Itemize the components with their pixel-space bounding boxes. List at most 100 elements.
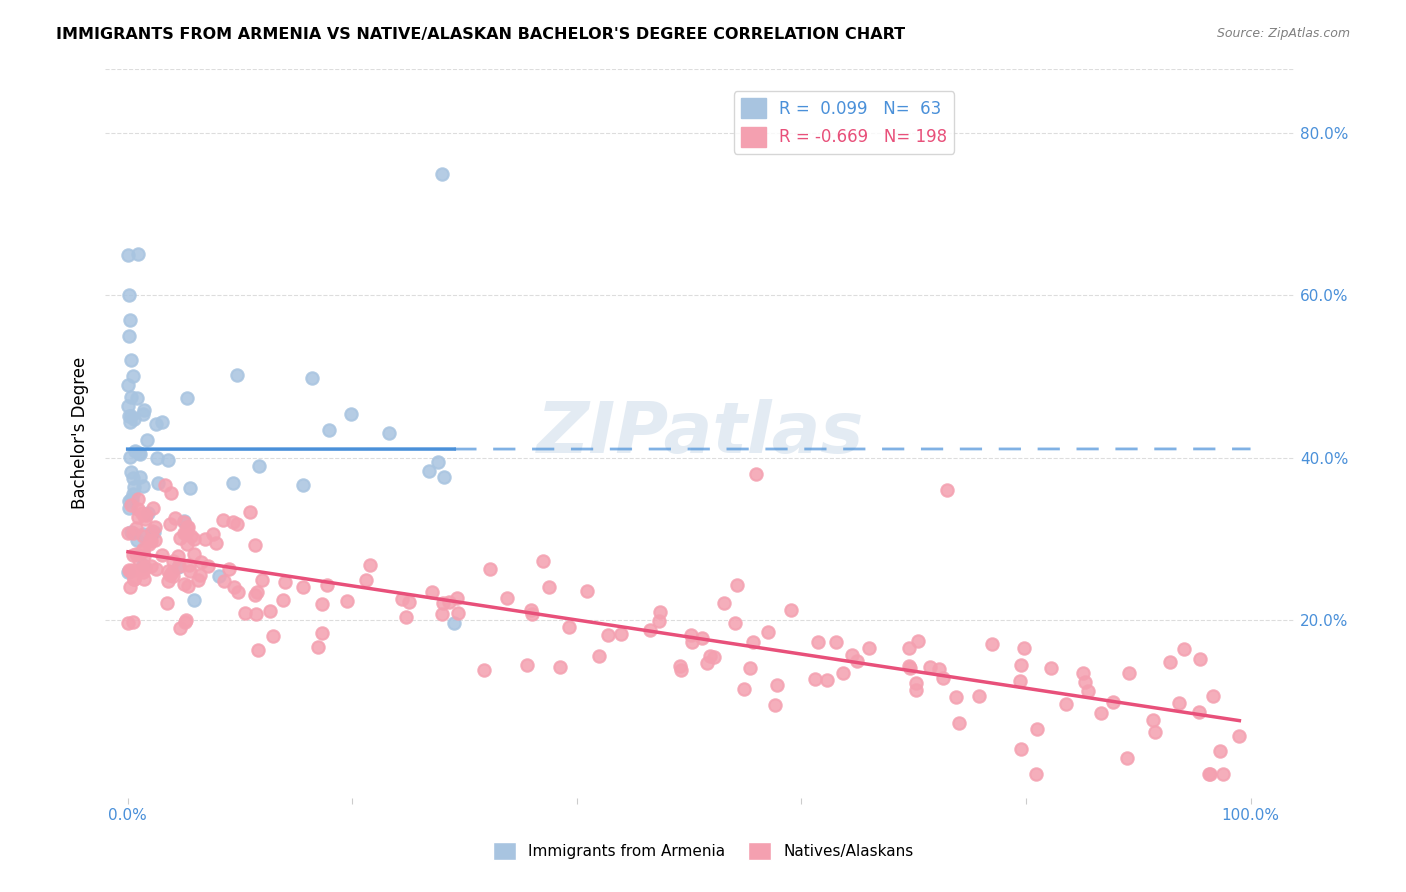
Point: [446, 591, 468, 606]
Point: [122, 471, 145, 485]
Point: [336, 594, 359, 608]
Point: [1198, 766, 1220, 780]
Point: [159, 567, 181, 582]
Point: [132, 543, 155, 558]
Legend: R =  0.099   N=  63, R = -0.669   N= 198: R = 0.099 N= 63, R = -0.669 N= 198: [734, 92, 953, 153]
Point: [472, 663, 495, 677]
Point: [120, 492, 142, 507]
Point: [315, 577, 337, 591]
Point: [124, 444, 146, 458]
Point: [1142, 713, 1164, 727]
Point: [740, 661, 762, 675]
Point: [598, 628, 620, 642]
Point: [134, 512, 156, 526]
Point: [132, 402, 155, 417]
Point: [741, 635, 763, 649]
Point: [1090, 706, 1112, 720]
Point: [120, 390, 142, 404]
Point: [262, 629, 284, 643]
Point: [129, 447, 152, 461]
Point: [146, 476, 169, 491]
Point: [128, 553, 150, 567]
Point: [1012, 641, 1035, 656]
Point: [1188, 705, 1211, 719]
Point: [713, 596, 735, 610]
Point: [391, 591, 413, 606]
Point: [1073, 666, 1095, 681]
Point: [1054, 697, 1077, 711]
Point: [699, 649, 721, 664]
Point: [756, 625, 779, 640]
Point: [197, 558, 219, 573]
Point: [122, 480, 145, 494]
Point: [245, 607, 267, 621]
Point: [121, 486, 143, 500]
Point: [121, 563, 143, 577]
Point: [162, 569, 184, 583]
Point: [169, 531, 191, 545]
Point: [311, 597, 333, 611]
Point: [907, 634, 929, 648]
Point: [447, 606, 470, 620]
Point: [1102, 695, 1125, 709]
Point: [163, 511, 186, 525]
Point: [122, 549, 145, 563]
Point: [173, 516, 195, 530]
Point: [945, 690, 967, 704]
Point: [981, 637, 1004, 651]
Point: [1026, 722, 1049, 736]
Point: [159, 486, 181, 500]
Point: [898, 661, 921, 675]
Point: [131, 506, 153, 520]
Point: [932, 671, 955, 685]
Text: IMMIGRANTS FROM ARMENIA VS NATIVE/ALASKAN BACHELOR'S DEGREE CORRELATION CHART: IMMIGRANTS FROM ARMENIA VS NATIVE/ALASKA…: [56, 27, 905, 42]
Point: [132, 549, 155, 563]
Point: [125, 548, 148, 562]
Point: [176, 520, 198, 534]
Point: [609, 626, 631, 640]
Point: [418, 464, 440, 478]
Point: [128, 445, 150, 459]
Point: [1202, 689, 1225, 703]
Point: [1077, 683, 1099, 698]
Point: [690, 631, 713, 645]
Point: [548, 660, 571, 674]
Point: [516, 657, 538, 672]
Point: [162, 565, 184, 579]
Point: [177, 579, 200, 593]
Point: [340, 407, 363, 421]
Point: [640, 623, 662, 637]
Point: [118, 409, 141, 423]
Point: [118, 450, 141, 464]
Point: [780, 603, 803, 617]
Point: [520, 603, 543, 617]
Point: [443, 615, 465, 630]
Point: [920, 659, 942, 673]
Point: [815, 673, 838, 687]
Point: [212, 513, 235, 527]
Point: [420, 585, 443, 599]
Point: [127, 510, 149, 524]
Point: [176, 537, 198, 551]
Point: [132, 527, 155, 541]
Point: [765, 698, 787, 712]
Point: [825, 635, 848, 649]
Point: [222, 515, 245, 529]
Point: [117, 248, 139, 262]
Point: [439, 595, 461, 609]
Point: [1040, 661, 1063, 675]
Point: [127, 391, 149, 405]
Point: [354, 573, 377, 587]
Point: [1227, 729, 1250, 743]
Point: [1212, 766, 1234, 780]
Point: [250, 574, 273, 588]
Point: [166, 560, 188, 574]
Point: [669, 663, 692, 677]
Point: [245, 538, 267, 552]
Point: [1209, 743, 1232, 757]
Point: [173, 526, 195, 541]
Point: [118, 288, 141, 302]
Point: [179, 481, 201, 495]
Point: [905, 676, 928, 690]
Point: [183, 593, 205, 607]
